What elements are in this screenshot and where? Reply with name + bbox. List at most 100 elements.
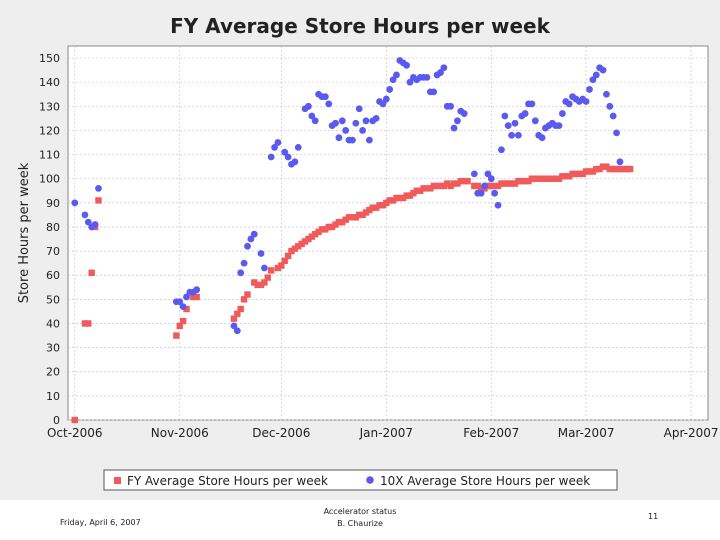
data-point-10x xyxy=(538,134,546,142)
data-point-fy xyxy=(420,185,427,192)
data-point-10x xyxy=(274,139,282,146)
data-point-10x xyxy=(389,76,397,84)
data-point-fy xyxy=(626,165,634,173)
data-point-10x xyxy=(308,112,316,120)
data-point-fy xyxy=(173,332,180,339)
data-point-fy xyxy=(494,182,502,190)
data-point-10x xyxy=(91,221,99,228)
data-point-fy xyxy=(609,165,617,173)
legend-box xyxy=(103,469,618,491)
data-point-fy xyxy=(366,206,373,214)
data-point-fy xyxy=(349,214,356,221)
data-point-fy xyxy=(393,194,400,202)
data-point-fy xyxy=(505,180,512,187)
data-point-10x xyxy=(325,100,333,108)
data-point-10x xyxy=(379,100,387,108)
data-point-fy xyxy=(396,194,404,202)
data-point-fy xyxy=(603,163,610,170)
y-tick-label: 40 xyxy=(46,317,60,330)
data-point-fy xyxy=(406,192,414,199)
data-point-10x xyxy=(592,71,600,79)
data-point-10x xyxy=(365,136,373,144)
data-point-fy xyxy=(386,197,393,204)
data-point-10x xyxy=(247,235,255,243)
data-point-fy xyxy=(562,173,569,180)
data-point-10x xyxy=(291,158,299,166)
data-point-fy xyxy=(501,180,509,187)
data-point-10x xyxy=(237,269,245,277)
chart-panel: 0 10 20 30 40 50 60 70 80 90 100 110 120 130 140 150 Oc… xyxy=(0,0,720,500)
data-point-fy xyxy=(477,185,485,192)
data-point-fy xyxy=(318,226,326,233)
data-point-fy xyxy=(284,252,292,260)
data-point-10x xyxy=(565,100,573,108)
data-point-fy xyxy=(356,211,363,219)
data-point-fy xyxy=(315,228,322,235)
footer-page-number: 11 xyxy=(648,512,659,521)
data-point-10x xyxy=(261,264,268,272)
data-point-10x xyxy=(511,119,519,127)
data-point-fy xyxy=(430,182,437,190)
y-tick-labels: 0 10 20 30 40 50 60 70 80 90 100 110 120 130 140 150 xyxy=(39,52,60,427)
data-point-fy xyxy=(423,185,431,192)
data-point-10x xyxy=(233,327,241,335)
data-point-fy xyxy=(582,168,590,175)
data-point-fy xyxy=(589,168,597,175)
data-point-10x xyxy=(508,131,515,139)
data-point-10x xyxy=(355,105,363,113)
data-point-fy xyxy=(362,209,370,216)
data-point-fy xyxy=(176,322,183,330)
data-point-fy xyxy=(545,175,553,182)
data-point-fy xyxy=(95,197,102,204)
data-point-fy xyxy=(264,274,271,281)
data-point-fy xyxy=(559,173,566,180)
data-point-10x xyxy=(382,95,390,103)
data-point-fy xyxy=(288,247,295,255)
data-point-fy xyxy=(359,211,366,219)
data-point-10x xyxy=(250,230,258,238)
data-point-fy xyxy=(457,177,465,185)
data-point-10x xyxy=(244,242,251,250)
data-point-fy xyxy=(183,305,190,313)
data-point-10x xyxy=(403,61,411,69)
legend-label-fy: FY Average Store Hours per week xyxy=(127,474,328,488)
data-point-10x xyxy=(332,119,339,127)
data-point-fy xyxy=(345,214,353,221)
data-point-fy xyxy=(586,168,593,175)
data-point-10x xyxy=(349,136,356,144)
data-point-10x xyxy=(386,86,394,93)
data-point-fy xyxy=(447,182,454,190)
data-point-fy xyxy=(267,267,275,274)
data-point-fy xyxy=(244,291,251,298)
data-point-10x xyxy=(335,134,343,142)
data-point-fy xyxy=(335,218,343,226)
data-point-fy xyxy=(376,202,383,209)
x-tick-label: Jan-2007 xyxy=(359,426,413,440)
data-point-fy xyxy=(460,177,468,185)
data-point-fy xyxy=(71,416,78,424)
data-point-fy xyxy=(416,187,424,194)
x-tick-label: Oct-2006 xyxy=(47,426,103,440)
data-point-10x xyxy=(81,211,89,219)
data-point-10x xyxy=(342,127,350,134)
data-point-fy xyxy=(291,245,299,252)
data-point-fy xyxy=(389,197,397,204)
x-tick-label: Nov-2006 xyxy=(151,426,209,440)
y-tick-label: 50 xyxy=(46,293,60,306)
data-point-fy xyxy=(542,175,549,182)
data-point-fy xyxy=(251,279,258,286)
data-point-10x xyxy=(504,122,512,130)
data-point-10x xyxy=(454,117,461,125)
data-point-fy xyxy=(616,165,624,173)
data-point-fy xyxy=(474,182,481,190)
data-point-fy xyxy=(240,296,248,303)
data-point-10x xyxy=(494,201,502,209)
data-point-10x xyxy=(606,102,614,110)
data-point-fy xyxy=(450,180,458,187)
data-point-10x xyxy=(521,110,529,117)
data-point-fy xyxy=(579,170,586,178)
data-point-fy xyxy=(190,293,197,301)
y-axis-label: Store Hours per week xyxy=(17,162,32,303)
data-point-10x xyxy=(528,100,536,108)
y-tick-label: 100 xyxy=(39,173,60,186)
